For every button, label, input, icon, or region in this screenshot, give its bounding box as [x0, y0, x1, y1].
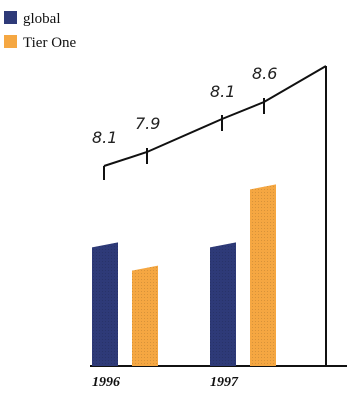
legend-swatch-tier-one [4, 35, 17, 48]
category-label-1996: 1996 [92, 375, 120, 390]
annotation-label: 8.6 [252, 64, 277, 83]
annotation-label: 7.9 [135, 114, 160, 133]
bar-tier-one-1997 [250, 184, 276, 366]
legend-swatch-global [4, 11, 17, 24]
legend-label-tier-one: Tier One [23, 35, 77, 51]
bars-group [92, 184, 276, 366]
category-label-1997: 1997 [210, 375, 239, 390]
bar-global-1997 [210, 242, 236, 366]
ticks-group [103, 98, 265, 180]
legend-label-global: global [23, 11, 61, 27]
legend: global Tier One [4, 11, 77, 51]
annotation-label: 8.1 [210, 82, 235, 101]
bar-global-1996 [92, 242, 118, 366]
bar-tier-one-1996 [132, 265, 158, 366]
annotation-label: 8.1 [92, 128, 117, 147]
